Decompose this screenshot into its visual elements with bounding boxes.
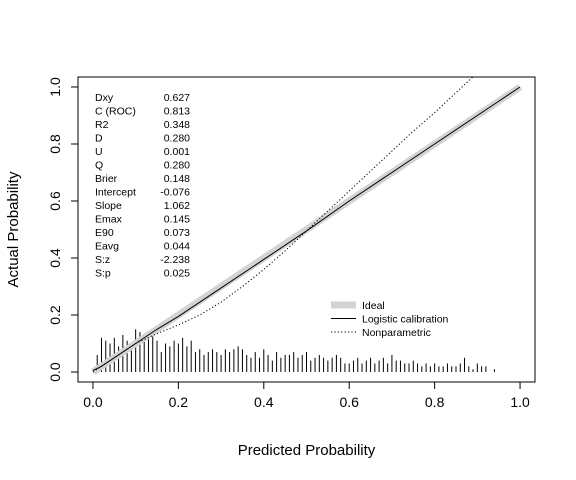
stat-value: 0.627	[164, 92, 190, 104]
stat-label: Eavg	[95, 241, 119, 253]
stats-panel: Dxy 0.627 C (ROC) 0.813 R2 0.348 D 0.280 U 0.001 Q…	[95, 92, 190, 280]
x-tick-label: 0.6	[339, 394, 359, 410]
stat-value: 0.044	[164, 241, 190, 253]
x-tick-label: 0.8	[425, 394, 445, 410]
series-group	[91, 77, 522, 375]
stat-label: S:z	[95, 254, 110, 266]
stat-value: -0.076	[160, 187, 190, 199]
stat-label: Dxy	[95, 92, 114, 104]
x-tick-label: 0.2	[169, 394, 189, 410]
stat-label: R2	[95, 119, 109, 131]
stat-value: 0.073	[164, 227, 190, 239]
legend-entry: Nonparametric	[362, 327, 431, 339]
x-tick-label: 0.0	[83, 394, 103, 410]
stat-value: 0.001	[164, 146, 190, 158]
x-tick-label: 0.4	[254, 394, 274, 410]
stat-value: 0.148	[164, 173, 190, 185]
stat-value: -2.238	[160, 254, 190, 266]
stat-value: 0.145	[164, 214, 190, 226]
y-tick-label: 1.0	[47, 77, 63, 97]
legend-entry: Logistic calibration	[362, 314, 449, 326]
stat-label: Intercept	[95, 187, 136, 199]
stat-value: 0.280	[164, 160, 190, 172]
stat-label: S:p	[95, 268, 111, 280]
y-tick-label: 0.4	[47, 248, 63, 268]
stat-label: U	[95, 146, 103, 158]
stat-label: Slope	[95, 200, 122, 212]
y-tick-label: 0.2	[47, 305, 63, 325]
x-axis: 0.0 0.2 0.4 0.6 0.8 1.0	[83, 382, 530, 410]
stat-value: 0.025	[164, 268, 190, 280]
spike-histogram	[96, 329, 495, 373]
stat-label: C (ROC)	[95, 106, 136, 118]
stat-value: 0.813	[164, 106, 190, 118]
x-axis-title: Predicted Probability	[238, 442, 376, 459]
x-tick-label: 1.0	[510, 394, 530, 410]
legend-entry: Ideal	[362, 300, 385, 312]
stat-label: Q	[95, 160, 103, 172]
stat-label: E90	[95, 227, 114, 239]
y-axis-title: Actual Probability	[5, 171, 22, 287]
y-axis: 0.0 0.2 0.4 0.6 0.8 1.0	[47, 77, 78, 382]
y-tick-label: 0.8	[47, 134, 63, 154]
stat-label: Brier	[95, 173, 118, 185]
stat-label: Emax	[95, 214, 123, 226]
plot-frame	[77, 76, 536, 383]
stat-value: 0.280	[164, 133, 190, 145]
stat-value: 0.348	[164, 119, 190, 131]
stat-value: 1.062	[164, 200, 190, 212]
stat-label: D	[95, 133, 103, 145]
series-line-nonparametric	[92, 77, 474, 373]
y-tick-label: 0.6	[47, 191, 63, 211]
y-tick-label: 0.0	[47, 362, 63, 382]
